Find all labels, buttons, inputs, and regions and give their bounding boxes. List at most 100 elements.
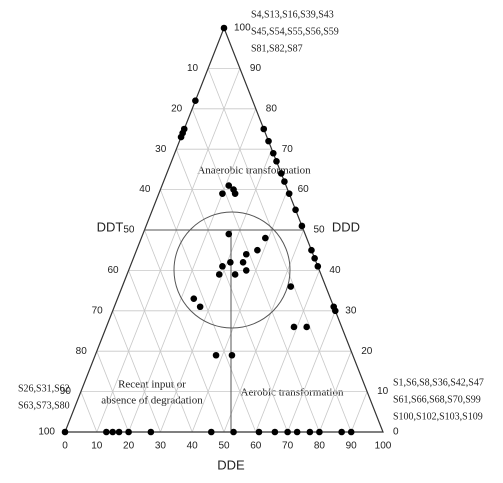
point (298, 222, 306, 230)
sample-label: S4,S13,S16,S39,S43 (251, 9, 334, 20)
point (242, 267, 250, 274)
bottom-tick-label: 60 (250, 441, 262, 452)
left-tick-label: 30 (155, 144, 167, 155)
region-circle (173, 211, 291, 329)
point (177, 133, 185, 141)
point (212, 351, 220, 359)
point (265, 137, 272, 145)
point (308, 246, 315, 254)
point (225, 182, 233, 189)
point (347, 428, 355, 436)
point (306, 428, 314, 436)
sample-label: S26,S31,S62 (18, 383, 70, 394)
right-tick-label: 0 (393, 427, 399, 438)
point (231, 190, 239, 197)
point (230, 428, 237, 436)
bottom-tick-label: 10 (91, 441, 103, 452)
point (220, 24, 228, 32)
left-tick-label: 80 (76, 346, 88, 357)
point (293, 428, 301, 436)
point (227, 259, 234, 266)
point (292, 206, 299, 214)
annotation: Aerobic transformation (241, 387, 344, 399)
annotation: Recent input or (118, 379, 186, 391)
point (284, 428, 291, 436)
right-tick-label: 50 (314, 225, 326, 236)
right-tick-label: 90 (250, 63, 262, 74)
point (239, 259, 247, 266)
point (254, 246, 261, 254)
sample-label: S61,S66,S68,S70,S99 (393, 394, 481, 405)
point (192, 97, 199, 105)
bottom-tick-label: 50 (218, 441, 230, 452)
bottom-tick-label: 40 (187, 441, 199, 452)
grid-line (350, 391, 368, 433)
sample-label: S1,S6,S8,S36,S42,S47 (393, 377, 484, 388)
point (242, 250, 250, 258)
point (260, 125, 268, 133)
point (269, 149, 277, 157)
left-tick-label: 50 (123, 225, 135, 236)
right-axis-label: DDD (332, 219, 360, 234)
bottom-tick-label: 80 (314, 441, 326, 452)
point (225, 230, 233, 238)
grid-line (80, 391, 98, 433)
point (285, 190, 293, 197)
point (115, 428, 123, 436)
annotation: absence of degradation (101, 395, 203, 407)
left-tick-label: 100 (38, 427, 55, 438)
point (207, 428, 215, 436)
right-tick-label: 70 (282, 144, 294, 155)
left-tick-label: 20 (171, 103, 183, 114)
bottom-axis-label: DDE (217, 457, 245, 472)
bottom-tick-label: 90 (346, 441, 358, 452)
grid-line (223, 229, 304, 433)
grid-line (175, 149, 288, 433)
bottom-tick-label: 70 (282, 441, 294, 452)
point (255, 428, 263, 436)
right-tick-label: 80 (266, 103, 278, 114)
right-tick-label: 40 (329, 265, 341, 276)
point (311, 254, 318, 262)
point (103, 428, 110, 436)
point (262, 234, 269, 242)
point (271, 428, 279, 436)
left-axis-label: DDT (97, 219, 124, 234)
right-tick-label: 100 (234, 23, 251, 34)
grid-line (144, 229, 225, 433)
right-tick-label: 60 (298, 184, 310, 195)
sample-label: S81,S82,S87 (251, 43, 303, 54)
left-tick-label: 10 (187, 63, 199, 74)
point (109, 428, 116, 436)
right-tick-label: 10 (377, 386, 389, 397)
bottom-tick-label: 20 (123, 441, 135, 452)
point (338, 428, 345, 436)
point (190, 295, 198, 302)
grid-line (287, 310, 336, 433)
right-tick-label: 30 (345, 305, 357, 316)
point (228, 351, 236, 359)
bottom-tick-label: 30 (155, 441, 167, 452)
grid-line (207, 68, 352, 433)
point (61, 428, 69, 436)
point (231, 271, 239, 278)
point (303, 323, 310, 331)
point (196, 303, 204, 311)
point (277, 170, 285, 177)
point (273, 158, 280, 165)
sample-label: S100,S102,S103,S109 (393, 411, 483, 422)
sample-label: S63,S73,S80 (18, 400, 70, 411)
point (147, 428, 155, 436)
sample-label: S45,S54,S55,S56,S59 (251, 26, 339, 37)
point (125, 428, 132, 436)
grid-line (112, 310, 161, 433)
point (287, 283, 295, 290)
point (215, 271, 223, 278)
grid-line (96, 68, 241, 433)
annotation: Anaerobic transformation (197, 165, 311, 177)
left-tick-label: 60 (107, 265, 119, 276)
point (219, 190, 226, 197)
point (314, 263, 322, 270)
point (316, 428, 323, 436)
